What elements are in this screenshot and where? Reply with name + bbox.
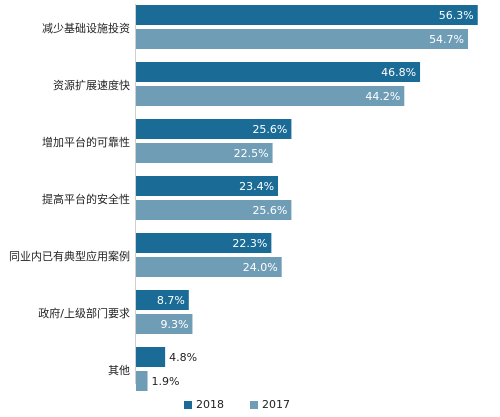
category-label: 提高平台的安全性 — [42, 192, 130, 206]
bar-2018 — [136, 233, 272, 253]
bar-2017 — [136, 371, 148, 391]
bar-2017 — [136, 200, 292, 220]
value-labels: 56.3% 54.7% 46.8% 44.2% 25.6% 22.5% 23.4% 25.6%… — [152, 9, 474, 388]
bar-2017 — [136, 29, 469, 49]
value-label-2017: 9.3% — [160, 318, 188, 331]
category-label: 其他 — [108, 364, 130, 377]
value-label-2018: 22.3% — [232, 237, 267, 250]
bar-2018 — [136, 176, 279, 196]
legend-swatch-2018 — [184, 401, 192, 409]
category-labels: 减少基础设施投资资源扩展速度快增加平台的可靠性提高平台的安全性同业内已有典型应用… — [9, 21, 130, 377]
bar-2017 — [136, 143, 273, 163]
bar-2017 — [136, 257, 282, 277]
value-label-2018: 4.8% — [169, 351, 197, 364]
category-label: 增加平台的可靠性 — [42, 135, 130, 149]
value-label-2017: 44.2% — [365, 90, 400, 103]
bar-2018 — [136, 290, 189, 310]
value-label-2017: 22.5% — [234, 147, 269, 160]
value-label-2018: 8.7% — [157, 294, 185, 307]
bar-2017 — [136, 314, 193, 334]
value-label-2018: 46.8% — [381, 66, 416, 79]
value-label-2017: 54.7% — [429, 33, 464, 46]
category-label: 同业内已有典型应用案例 — [9, 249, 130, 263]
bar-2018 — [136, 5, 478, 25]
legend-label-2017: 2017 — [262, 398, 290, 411]
value-label-2017: 25.6% — [252, 204, 287, 217]
value-label-2018: 25.6% — [252, 123, 287, 136]
bar-2018 — [136, 119, 292, 139]
bars — [136, 5, 478, 391]
value-label-2017: 24.0% — [243, 261, 278, 274]
value-label-2017: 1.9% — [152, 375, 180, 388]
legend-label-2018: 2018 — [196, 398, 224, 411]
value-label-2018: 56.3% — [439, 9, 474, 22]
category-label: 资源扩展速度快 — [53, 78, 130, 92]
category-label: 政府/上级部门要求 — [38, 306, 130, 320]
legend: 2018 2017 — [184, 398, 290, 411]
legend-swatch-2017 — [250, 401, 258, 409]
bar-2018 — [136, 347, 166, 367]
value-label-2018: 23.4% — [239, 180, 274, 193]
bar-2017 — [136, 86, 405, 106]
category-label: 减少基础设施投资 — [42, 21, 130, 35]
bar-2018 — [136, 62, 421, 82]
